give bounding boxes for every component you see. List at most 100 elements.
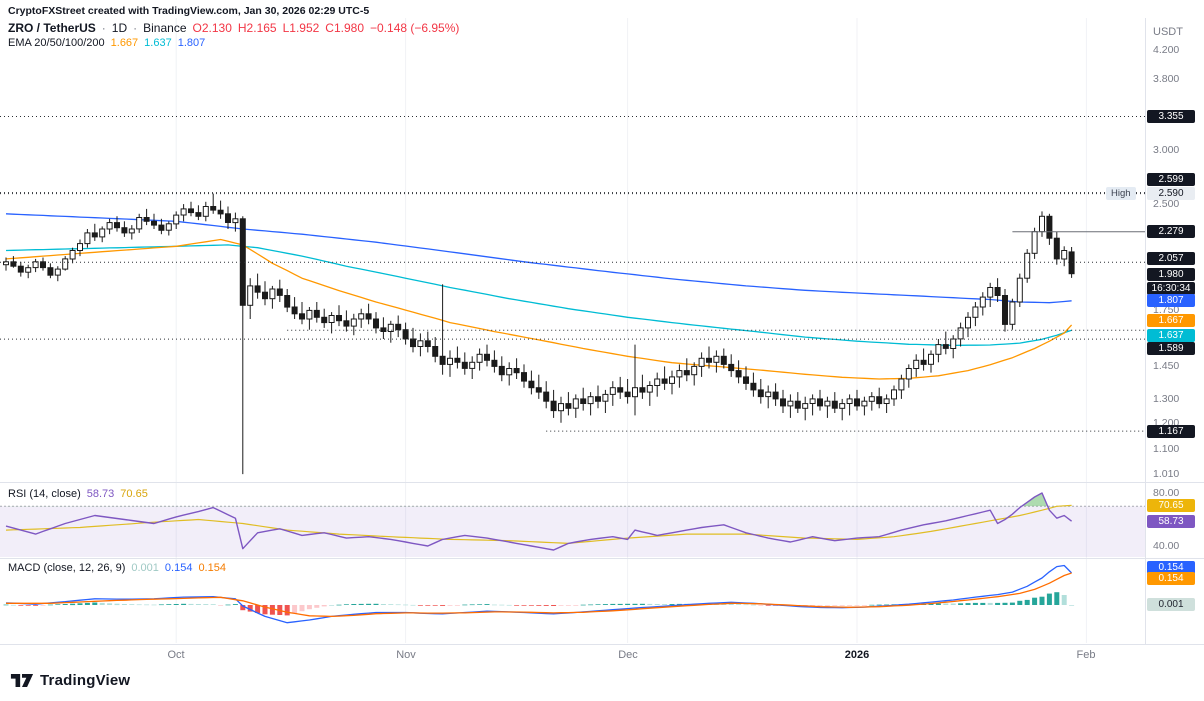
macd-histogram-bar xyxy=(1046,593,1052,605)
axis-tick: 40.00 xyxy=(1153,540,1180,552)
macd-histogram-bar xyxy=(18,605,24,606)
macd-histogram-bar xyxy=(506,604,512,606)
axis-tick: 3.000 xyxy=(1153,144,1180,156)
macd-histogram-bar xyxy=(351,604,357,605)
ema-value-100: 1.637 xyxy=(144,37,172,49)
candle-body xyxy=(928,353,934,365)
axis-tick: 4.200 xyxy=(1153,44,1180,56)
candle-body xyxy=(654,378,661,386)
axis-badge: 1.667 xyxy=(1147,314,1195,327)
candle-body xyxy=(550,400,557,412)
macd-histogram-bar xyxy=(158,604,164,606)
candle-body xyxy=(32,261,39,269)
macd-histogram-bar xyxy=(210,604,216,605)
axis-badge: 0.154 xyxy=(1147,572,1195,585)
candle-body xyxy=(225,213,231,224)
candle-body xyxy=(321,316,328,324)
time-axis[interactable]: Oct Nov Dec 2026 Feb xyxy=(0,645,1145,666)
candle-body xyxy=(195,212,202,217)
candle-body xyxy=(476,353,483,363)
candle-body xyxy=(1068,251,1075,275)
candle-body xyxy=(77,243,83,252)
macd-histogram-bar xyxy=(107,603,113,605)
candle-body xyxy=(794,400,801,409)
candle-body xyxy=(965,316,971,329)
macd-histogram-bar xyxy=(595,604,601,605)
candle-body xyxy=(950,338,957,349)
candle-body xyxy=(587,396,594,405)
symbol-legend[interactable]: ZRO / TetherUS · 1D · Binance O2.130 H2.… xyxy=(8,21,459,35)
macd-histogram-bar xyxy=(854,605,860,606)
indicator-line xyxy=(5,492,1073,551)
candle-body xyxy=(1061,250,1068,260)
macd-histogram-bar xyxy=(425,605,431,606)
macd-label: MACD (close, 12, 26, 9) xyxy=(8,562,126,574)
macd-histogram-bar xyxy=(958,603,964,605)
axis-tick: 1.450 xyxy=(1153,360,1180,372)
axis-tick: 1.010 xyxy=(1153,468,1180,480)
macd-histogram-bar xyxy=(551,605,557,606)
ema-legend[interactable]: EMA 20/50/100/200 1.667 1.637 1.807 xyxy=(8,37,205,49)
candle-body xyxy=(47,267,54,276)
macd-histogram-bar xyxy=(847,605,853,606)
rsi-band xyxy=(0,506,1145,557)
macd-histogram-bar xyxy=(1032,597,1038,605)
macd-histogram-bar xyxy=(861,605,867,606)
macd-histogram-bar xyxy=(654,604,660,605)
candle-body xyxy=(232,218,239,224)
macd-histogram-bar xyxy=(1002,602,1008,605)
candle-body xyxy=(254,285,261,293)
candle-body xyxy=(580,398,587,404)
tradingview-logo-icon xyxy=(10,674,34,687)
candle-body xyxy=(143,217,150,222)
candle-body xyxy=(661,378,668,384)
macd-histogram-bar xyxy=(454,605,460,606)
candle-body xyxy=(395,323,402,331)
macd-histogram-bar xyxy=(972,602,978,605)
candle-body xyxy=(898,378,905,391)
macd-histogram-bar xyxy=(262,605,268,615)
macd-histogram-bar xyxy=(25,605,31,606)
interval-label: 1D xyxy=(111,21,128,35)
rsi-legend[interactable]: RSI (14, close) 58.73 70.65 xyxy=(8,488,148,500)
rsi-ma-value: 70.65 xyxy=(120,488,148,500)
macd-histogram-bar xyxy=(432,605,438,606)
axis-tick: 80.00 xyxy=(1153,487,1180,499)
candle-body xyxy=(1024,252,1031,279)
indicator-line xyxy=(5,238,1073,380)
candle-body xyxy=(528,380,535,389)
candle-body xyxy=(291,306,298,315)
macd-histogram-bar xyxy=(151,604,157,606)
candle-body xyxy=(595,396,601,402)
ema-label: EMA 20/50/100/200 xyxy=(8,37,105,49)
macd-histogram-bar xyxy=(639,603,645,605)
currency-label: USDT xyxy=(1153,26,1183,38)
candle-body xyxy=(720,355,727,365)
candle-body xyxy=(336,315,342,322)
candle-body xyxy=(624,391,631,398)
candle-body xyxy=(365,313,372,320)
candle-body xyxy=(165,223,172,231)
candle-body xyxy=(17,265,24,273)
macd-histogram-bar xyxy=(543,605,549,606)
axis-badge: 1.637 xyxy=(1147,329,1195,342)
macd-histogram-bar xyxy=(144,604,150,606)
candle-body xyxy=(358,313,365,320)
candle-body xyxy=(854,398,860,407)
macd-histogram-bar xyxy=(839,605,845,606)
macd-histogram-bar xyxy=(1009,602,1015,605)
macd-histogram-bar xyxy=(750,604,756,606)
price-axis[interactable]: USDT 4.200 3.800 3.000 2.500 1.750 1.450 1.300… xyxy=(1146,0,1204,666)
macd-histogram-bar xyxy=(40,605,46,606)
macd-legend[interactable]: MACD (close, 12, 26, 9) 0.001 0.154 0.15… xyxy=(8,562,226,574)
ohlc-high: H2.165 xyxy=(237,21,277,35)
candle-body xyxy=(3,261,9,266)
macd-histogram-bar xyxy=(565,605,571,606)
candle-body xyxy=(831,400,838,409)
macd-histogram-bar xyxy=(514,605,520,606)
ohlc-change: −0.148 (−6.95%) xyxy=(370,21,460,35)
macd-histogram-bar xyxy=(499,604,505,606)
candle-body xyxy=(609,387,616,395)
candle-body xyxy=(114,222,120,229)
